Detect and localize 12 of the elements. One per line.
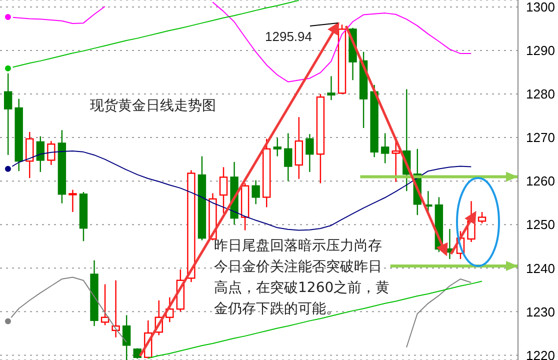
y-tick-label: 1240 <box>526 260 555 276</box>
y-tick-label: 1270 <box>526 130 555 146</box>
text: 现货黄金日线走势图 <box>90 98 216 114</box>
y-tick-label: 1230 <box>526 304 555 320</box>
y-tick-label: 1290 <box>526 43 555 58</box>
y-tick-label: 1280 <box>526 86 555 102</box>
y-tick-label: 1300 <box>526 0 555 15</box>
y-tick-label: 1220 <box>526 348 555 360</box>
y-tick-label: 1250 <box>526 217 555 232</box>
y-tick-label: 1260 <box>526 174 555 189</box>
annotation: 1295.94 <box>265 28 313 46</box>
annotation: 昨日尾盘回落暗示压力尚存今日金价关注能否突破昨日高点，在突破1260之前，黄金仍存下跌的可能。 <box>214 237 391 319</box>
